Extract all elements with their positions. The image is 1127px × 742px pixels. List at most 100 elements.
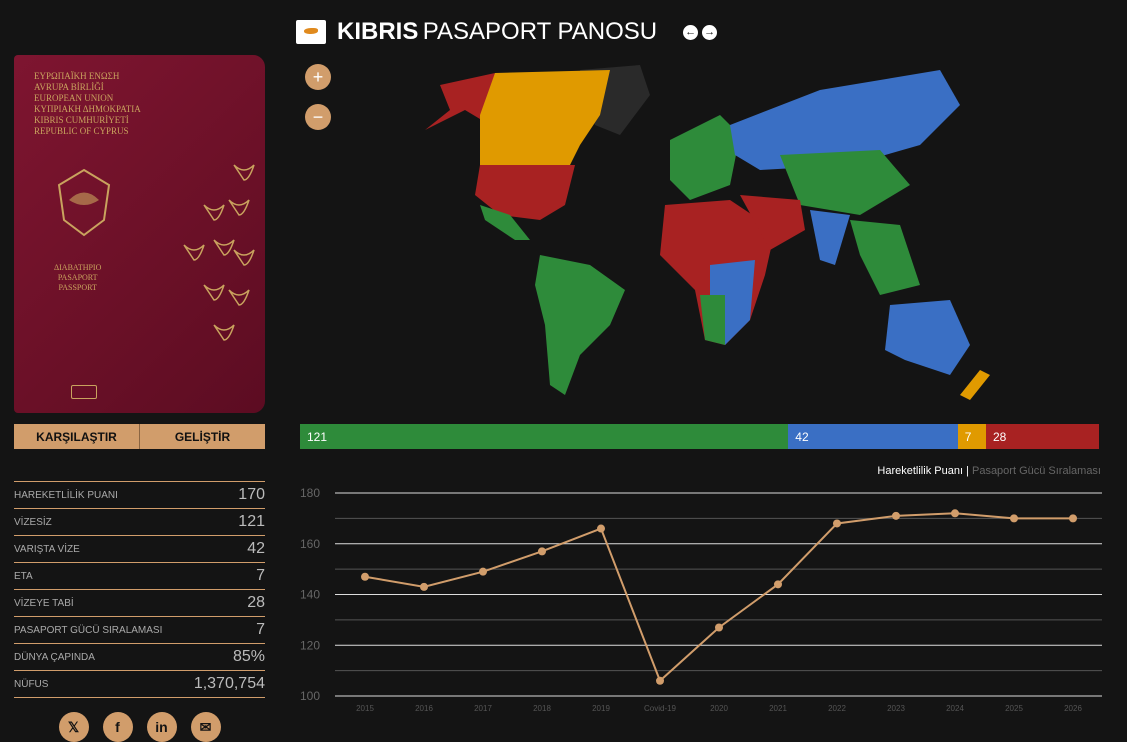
- passport-line: ΕΥΡΩΠΑΪΚΗ ΕΝΩΣΗ: [34, 71, 120, 81]
- data-point[interactable]: [420, 582, 428, 591]
- data-point[interactable]: [1010, 514, 1018, 523]
- legend-mobility-score[interactable]: Hareketlilik Puanı: [877, 465, 963, 477]
- biometric-chip-icon: [71, 385, 97, 399]
- map-usa[interactable]: [475, 165, 575, 220]
- breakdown-segment[interactable]: 7: [957, 424, 986, 449]
- map-canada[interactable]: [480, 70, 610, 165]
- title-text: PASAPORT PANOSU: [422, 18, 658, 45]
- passport-title-text: ΔΙΑΒΑΤΗΡΙΟ PASAPORT PASSPORT: [54, 263, 101, 293]
- cyprus-flag-icon: [296, 20, 326, 44]
- x-tick-label: 2019: [592, 704, 610, 713]
- map-middle-east[interactable]: [740, 195, 805, 250]
- chart-legend: Hareketlilik Puanı | Pasaport Gücü Sıral…: [877, 465, 1101, 477]
- stat-label: VARIŞTA VİZE: [14, 543, 80, 555]
- y-tick-label: 180: [300, 486, 320, 500]
- series-line: [364, 512, 1073, 683]
- data-point[interactable]: [833, 519, 841, 528]
- breakdown-segment[interactable]: 28: [985, 424, 1099, 449]
- stat-label: DÜNYA ÇAPINDA: [14, 651, 95, 663]
- stat-value: 85%: [232, 648, 265, 665]
- map-mexico[interactable]: [480, 205, 530, 240]
- data-point[interactable]: [951, 509, 959, 518]
- x-tick-label: 2025: [1005, 704, 1023, 713]
- stat-row: NÜFUS 1,370,754: [14, 671, 265, 698]
- zoom-in-button[interactable]: +: [305, 64, 331, 90]
- passport-line: KIBRIS CUMHURİYETİ: [34, 115, 129, 125]
- zoom-out-button[interactable]: −: [305, 104, 331, 130]
- stat-row: PASAPORT GÜCÜ SIRALAMASI 7: [14, 617, 265, 644]
- map-southeast-asia[interactable]: [850, 220, 920, 295]
- map-africa-south[interactable]: [700, 295, 725, 345]
- data-point[interactable]: [479, 567, 487, 576]
- map-australia[interactable]: [885, 300, 970, 375]
- map-south-america[interactable]: [535, 255, 625, 395]
- data-point[interactable]: [656, 676, 664, 685]
- x-tick-label: 2020: [710, 704, 728, 713]
- passport-header-text: ΕΥΡΩΠΑΪΚΗ ΕΝΩΣΗ AVRUPA BİRLİĞİ EUROPEAN UN…: [34, 71, 141, 137]
- email-icon[interactable]: ✉: [190, 712, 221, 742]
- map-europe[interactable]: [670, 115, 740, 200]
- data-point[interactable]: [597, 524, 605, 533]
- x-tick-label: 2018: [533, 704, 551, 713]
- passport-line: EUROPEAN UNION: [34, 93, 114, 103]
- visa-breakdown-bar: 121 42 7 28: [300, 424, 1099, 449]
- facebook-icon[interactable]: f: [102, 712, 133, 742]
- arrow-right-icon[interactable]: →: [702, 24, 718, 40]
- x-tick-label: 2015: [356, 704, 374, 713]
- stat-label: VİZEYE TABİ: [14, 597, 74, 609]
- data-point[interactable]: [538, 547, 546, 556]
- map-asia-central[interactable]: [780, 150, 910, 215]
- arrow-left-icon[interactable]: ←: [683, 24, 699, 40]
- x-icon[interactable]: 𝕏: [58, 712, 89, 742]
- x-tick-label: 2021: [769, 704, 787, 713]
- data-point[interactable]: [1069, 514, 1077, 523]
- data-point[interactable]: [892, 511, 900, 520]
- x-tick-label: Covid-19: [644, 704, 677, 713]
- mobility-line-chart: 100 120 140 160 180 2015 2016 2017 2018 2019 Covid…: [300, 486, 1102, 713]
- data-point[interactable]: [715, 623, 723, 632]
- map-alaska[interactable]: [425, 73, 495, 130]
- legend-power-rank[interactable]: Pasaport Gücü Sıralaması: [971, 465, 1101, 477]
- enhance-button[interactable]: GELİŞTİR: [140, 424, 265, 449]
- data-point[interactable]: [774, 580, 782, 589]
- left-panel: ΕΥΡΩΠΑΪΚΗ ΕΝΩΣΗ AVRUPA BİRLİĞİ EUROPEAN UN…: [14, 55, 265, 742]
- compare-button[interactable]: KARŞILAŞTIR: [14, 424, 140, 449]
- passport-doc-line: PASAPORT: [57, 273, 98, 282]
- x-tick-label: 2024: [946, 704, 964, 713]
- stat-row: HAREKETLİLİK PUANI 170: [14, 482, 265, 509]
- stat-value: 170: [238, 486, 265, 503]
- stat-label: PASAPORT GÜCÜ SIRALAMASI: [14, 624, 163, 636]
- stat-value: 7: [256, 567, 265, 584]
- stat-row: VİZEYE TABİ 28: [14, 590, 265, 617]
- country-name: KIBRIS: [337, 18, 419, 45]
- breakdown-segment[interactable]: 121: [300, 424, 789, 449]
- stat-label: HAREKETLİLİK PUANI: [14, 489, 118, 501]
- y-tick-label: 100: [300, 689, 320, 703]
- x-tick-label: 2016: [415, 704, 433, 713]
- map-new-zealand[interactable]: [960, 370, 990, 400]
- world-map[interactable]: [380, 55, 1020, 405]
- stat-row: ETA 7: [14, 563, 265, 590]
- x-tick-label: 2023: [887, 704, 905, 713]
- linkedin-icon[interactable]: in: [146, 712, 177, 742]
- stat-label: NÜFUS: [14, 678, 49, 690]
- social-links: 𝕏 f in ✉: [14, 712, 265, 742]
- page-header: KIBRIS PASAPORT PANOSU ← →: [296, 18, 718, 46]
- stat-row: VİZESİZ 121: [14, 509, 265, 536]
- y-tick-label: 140: [300, 588, 320, 602]
- stat-row: DÜNYA ÇAPINDA 85%: [14, 644, 265, 671]
- passport-doc-line: ΔΙΑΒΑΤΗΡΙΟ: [54, 263, 102, 272]
- data-point[interactable]: [361, 572, 369, 581]
- map-russia[interactable]: [730, 70, 960, 170]
- legend-separator: |: [966, 465, 969, 477]
- breakdown-segment[interactable]: 42: [788, 424, 958, 449]
- passport-line: REPUBLIC OF CYPRUS: [34, 126, 129, 136]
- stat-value: 28: [247, 594, 265, 611]
- map-india[interactable]: [810, 210, 850, 265]
- page-title: KIBRIS PASAPORT PANOSU: [337, 18, 657, 46]
- stat-value: 121: [238, 513, 265, 530]
- stat-row: VARIŞTA VİZE 42: [14, 536, 265, 563]
- passport-line: ΚΥΠΡΙΑΚΗ ΔΗΜΟΚΡΑΤΙΑ: [34, 104, 141, 114]
- passport-doc-line: PASSPORT: [58, 283, 97, 292]
- x-tick-label: 2026: [1064, 704, 1082, 713]
